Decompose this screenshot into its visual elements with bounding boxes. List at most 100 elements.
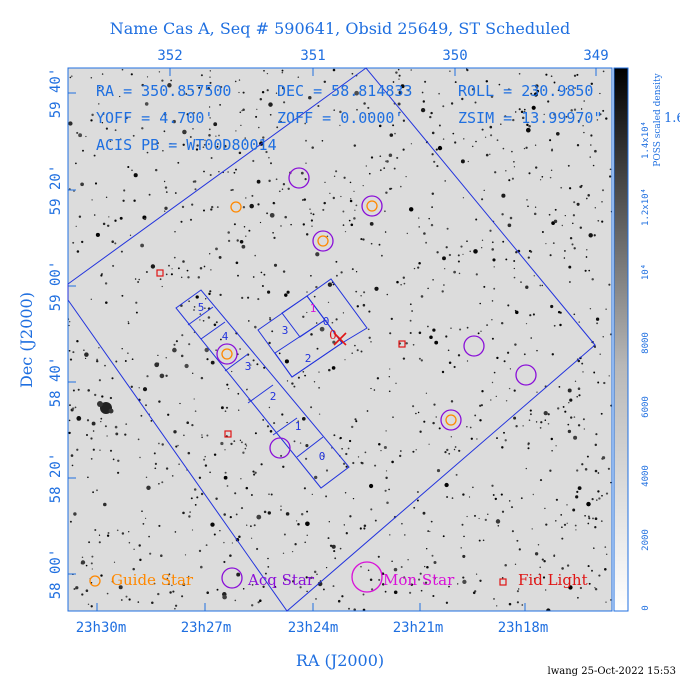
background-star: [269, 113, 272, 116]
background-star: [81, 593, 84, 596]
background-star: [133, 199, 136, 202]
background-star: [146, 485, 151, 491]
background-star: [354, 418, 357, 421]
background-star: [368, 172, 371, 175]
background-star: [173, 256, 176, 259]
background-star: [376, 377, 380, 380]
background-star: [250, 537, 253, 539]
background-star: [571, 243, 574, 246]
background-star: [208, 106, 211, 108]
background-star: [247, 296, 250, 299]
background-star: [529, 409, 532, 412]
background-star: [443, 284, 445, 286]
background-star: [551, 450, 553, 452]
background-star: [533, 212, 537, 216]
background-star: [555, 498, 559, 501]
background-star: [159, 373, 165, 379]
background-star: [312, 213, 315, 216]
chip-label-s: 3: [245, 360, 252, 373]
background-star: [135, 301, 138, 304]
background-star: [344, 231, 347, 233]
background-star: [280, 120, 282, 123]
background-star: [203, 143, 206, 146]
left-tick-label: 58 40': [48, 357, 64, 408]
background-star: [111, 580, 114, 583]
background-star: [369, 483, 374, 489]
background-star: [216, 206, 219, 209]
background-star: [424, 80, 427, 83]
background-star: [461, 523, 464, 526]
background-star: [573, 74, 577, 77]
background-star: [576, 144, 580, 147]
background-star: [182, 511, 185, 515]
background-star: [150, 264, 156, 269]
background-star: [310, 406, 313, 409]
background-star: [109, 140, 112, 143]
background-star: [559, 323, 562, 327]
background-star: [143, 217, 147, 221]
background-star: [198, 549, 202, 553]
background-star: [122, 199, 125, 202]
aimpoint-marker: [333, 332, 347, 346]
background-star: [69, 321, 71, 323]
background-star: [93, 154, 96, 157]
background-star: [266, 425, 270, 428]
background-star: [269, 317, 271, 319]
background-star: [429, 115, 432, 119]
background-star: [530, 92, 533, 95]
background-star: [385, 470, 388, 472]
background-star: [533, 275, 536, 277]
background-star: [139, 558, 142, 562]
background-star: [74, 406, 77, 409]
background-star: [206, 434, 209, 437]
background-star: [185, 93, 188, 95]
background-star: [137, 438, 140, 441]
background-star: [523, 108, 526, 111]
background-star: [284, 293, 288, 297]
background-star: [90, 77, 93, 79]
background-star: [213, 533, 216, 536]
background-star: [234, 80, 237, 83]
background-star: [209, 70, 211, 72]
background-star: [533, 577, 536, 580]
background-star: [498, 83, 501, 86]
background-star: [444, 482, 449, 488]
background-star: [245, 486, 249, 490]
background-star: [429, 335, 433, 340]
background-star: [273, 422, 276, 425]
background-star: [106, 534, 110, 537]
background-star: [195, 295, 199, 299]
background-star: [578, 321, 580, 323]
background-star: [291, 550, 294, 553]
background-star: [466, 68, 468, 70]
colorbar-ticks: 0 2000 4000 6000 8000 10⁴ 1.2x10⁴ 1.4x10…: [641, 121, 651, 611]
background-star: [527, 205, 529, 208]
background-star: [304, 178, 307, 181]
background-star: [101, 73, 104, 75]
background-star: [399, 454, 402, 458]
background-star: [550, 75, 553, 78]
background-star: [216, 588, 219, 591]
background-star: [292, 580, 295, 583]
background-star: [251, 584, 254, 586]
background-star: [549, 254, 552, 257]
background-star: [297, 522, 300, 526]
background-star: [144, 102, 149, 106]
background-star: [284, 359, 289, 364]
background-star: [209, 76, 211, 78]
background-star: [193, 306, 196, 308]
background-star: [561, 567, 564, 570]
background-star: [303, 198, 307, 201]
background-star: [69, 358, 73, 361]
background-star: [602, 336, 604, 338]
background-star: [577, 359, 581, 363]
background-star: [430, 520, 433, 523]
background-star: [506, 351, 510, 354]
background-star: [111, 240, 114, 243]
background-star: [463, 138, 465, 140]
background-star: [501, 446, 504, 449]
background-star: [195, 148, 199, 151]
background-star: [566, 522, 568, 524]
background-star: [518, 108, 521, 111]
chip-label-s: 0: [319, 450, 326, 463]
